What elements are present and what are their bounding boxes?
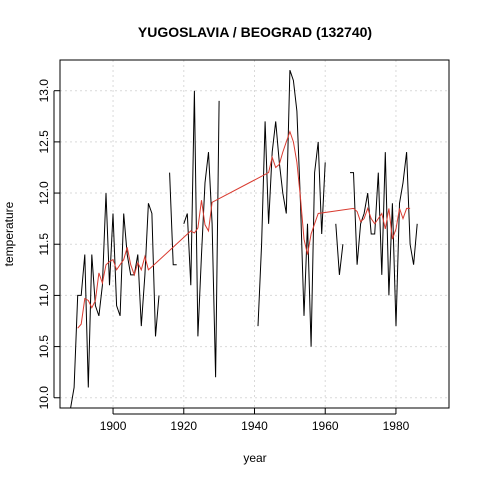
y-tick-label: 12.0: [37, 181, 51, 205]
y-axis-label: temperature: [2, 201, 16, 266]
y-axis: 10.0 10.5 11.0 11.5 12.0 12.5 13.0: [37, 79, 60, 410]
grid: [60, 60, 449, 408]
x-tick-label: 1980: [383, 419, 410, 433]
x-axis: 1900 1920 1940 1960 1980: [100, 408, 410, 433]
x-tick-label: 1920: [170, 419, 197, 433]
y-tick-label: 11.5: [37, 233, 51, 256]
chart-title: YUGOSLAVIA / BEOGRAD (132740): [138, 24, 372, 40]
series-line-1: [70, 70, 418, 409]
series-line-2: [77, 130, 411, 329]
y-tick-label: 12.5: [37, 130, 51, 154]
x-tick-label: 1960: [312, 419, 339, 433]
y-tick-label: 11.0: [37, 284, 51, 307]
series-group: [70, 70, 418, 409]
x-axis-label: year: [243, 451, 266, 465]
y-tick-label: 10.0: [37, 386, 51, 410]
y-tick-label: 13.0: [37, 79, 51, 103]
x-tick-label: 1940: [241, 419, 268, 433]
x-tick-label: 1900: [100, 419, 127, 433]
y-tick-label: 10.5: [37, 335, 51, 359]
